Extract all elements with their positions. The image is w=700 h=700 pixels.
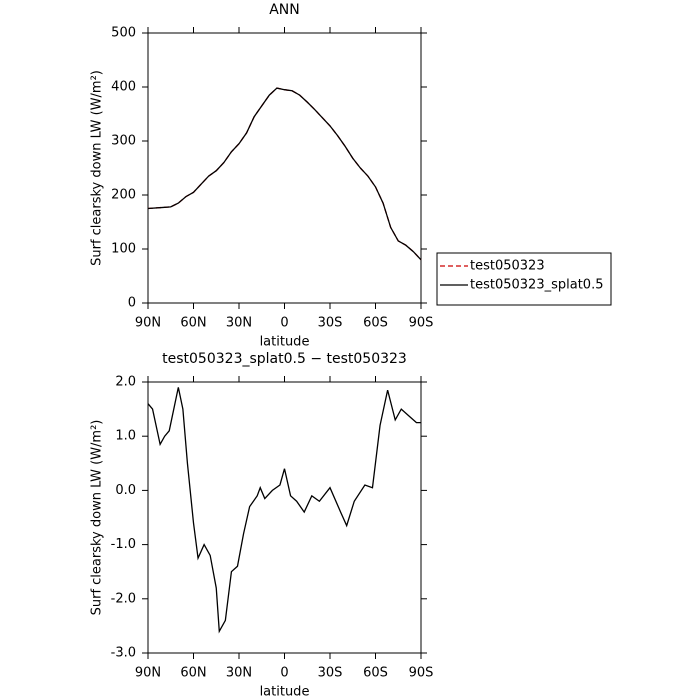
x-tick-label: 30N	[226, 666, 252, 681]
x-tick-label: 60S	[363, 316, 388, 331]
legend-box	[436, 252, 612, 306]
x-tick-label: 60S	[363, 666, 388, 681]
y-tick-label: 0	[128, 296, 136, 311]
data-line	[147, 87, 422, 261]
chart-title: ANN	[269, 2, 300, 18]
y-tick-label: 400	[111, 80, 136, 95]
y-axis-label: Surf clearsky down LW (W/m²)	[90, 70, 105, 266]
x-tick-label: 60N	[180, 666, 206, 681]
data-line	[147, 87, 422, 261]
plot-frame	[147, 32, 422, 304]
x-tick-label: 30S	[318, 316, 343, 331]
y-tick-label: 500	[111, 26, 136, 41]
y-tick-label: -2.0	[111, 591, 136, 606]
x-tick-label: 90N	[135, 316, 161, 331]
y-tick-label: 200	[111, 188, 136, 203]
y-tick-label: 2.0	[115, 375, 136, 390]
data-line	[147, 387, 421, 634]
y-tick-label: -3.0	[111, 646, 136, 661]
x-tick-label: 90S	[409, 666, 434, 681]
y-tick-label: -1.0	[111, 537, 136, 552]
x-axis-label: latitude	[260, 685, 310, 700]
y-axis-label: Surf clearsky down LW (W/m²)	[90, 420, 105, 616]
x-tick-label: 90N	[135, 666, 161, 681]
x-axis-label: latitude	[260, 335, 310, 350]
y-tick-label: 300	[111, 134, 136, 149]
x-tick-label: 0	[280, 316, 288, 331]
x-tick-label: 60N	[180, 316, 206, 331]
x-tick-label: 0	[280, 666, 288, 681]
y-tick-label: 1.0	[115, 429, 136, 444]
legend-label: test050323_splat0.5	[470, 278, 603, 293]
chart-title: test050323_splat0.5 − test050323	[162, 351, 407, 367]
y-tick-label: 0.0	[115, 483, 136, 498]
x-tick-label: 90S	[409, 316, 434, 331]
y-tick-label: 100	[111, 242, 136, 257]
legend-label: test050323	[470, 259, 545, 274]
x-tick-label: 30N	[226, 316, 252, 331]
x-tick-label: 30S	[318, 666, 343, 681]
